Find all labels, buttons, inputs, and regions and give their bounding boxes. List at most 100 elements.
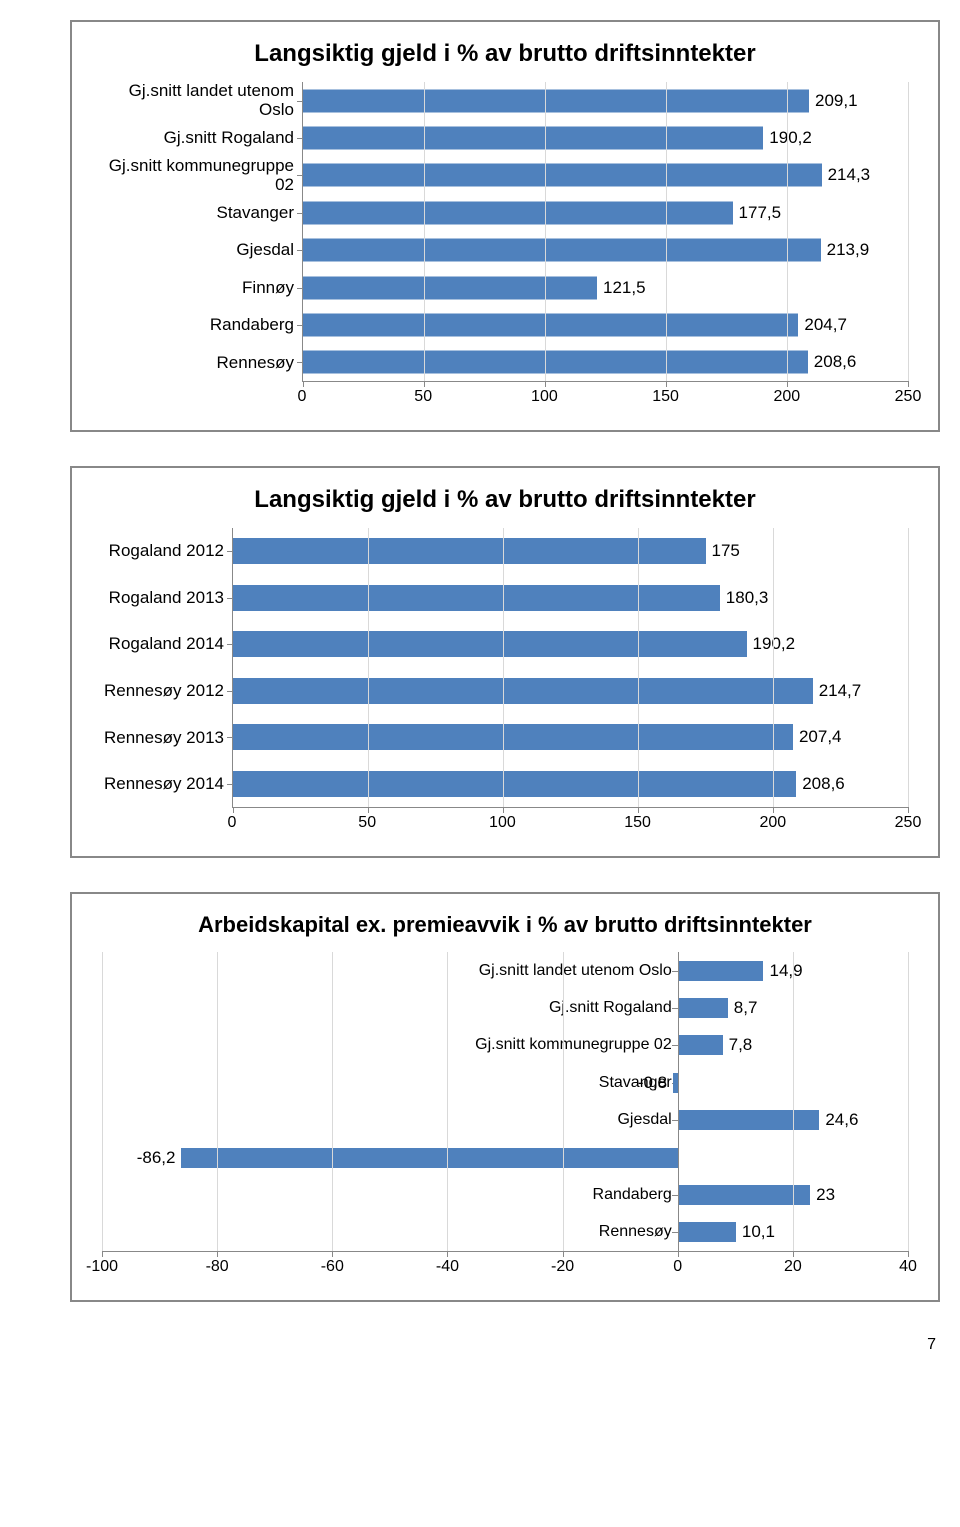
- x-tick-label: 250: [895, 388, 922, 406]
- x-tick-label: -100: [86, 1258, 118, 1276]
- bar-value-label: 190,2: [769, 128, 812, 148]
- bar: [233, 585, 720, 611]
- axis-tick: [297, 213, 303, 214]
- chart-2-plot-row: Rogaland 2012Rogaland 2013Rogaland 2014R…: [102, 528, 908, 808]
- chart-1-plot-area: 209,1190,2214,3177,5213,9121,5204,7208,6: [302, 82, 908, 382]
- gridline: [638, 528, 639, 807]
- axis-tick: [297, 175, 303, 176]
- x-tick-label: 200: [773, 388, 800, 406]
- axis-tick: [227, 551, 233, 552]
- bar: [233, 724, 793, 750]
- bar-slot: 213,9: [303, 232, 908, 269]
- bar: [303, 89, 809, 112]
- bar-slot: 214,7: [233, 668, 908, 715]
- bar-slot: Rennesøy 10,1: [102, 1214, 908, 1251]
- chart-3-box: Arbeidskapital ex. premieavvik i % av br…: [70, 892, 940, 1302]
- axis-tick: [297, 288, 303, 289]
- x-tick-label: -80: [206, 1258, 229, 1276]
- category-label: Rogaland 2014: [102, 621, 224, 668]
- axis-tick: [227, 644, 233, 645]
- gridline: [217, 952, 218, 1251]
- bar-value-label: 207,4: [799, 727, 842, 747]
- gridline: [102, 952, 103, 1251]
- x-tick-label: 100: [531, 388, 558, 406]
- axis-tick: [908, 381, 909, 387]
- bar-value-label: 10,1: [742, 1222, 775, 1242]
- gridline: [908, 952, 909, 1251]
- chart-2-category-labels: Rogaland 2012Rogaland 2013Rogaland 2014R…: [102, 528, 232, 808]
- axis-tick: [227, 784, 233, 785]
- gridline: [447, 952, 448, 1251]
- x-tick-label: 40: [899, 1258, 917, 1276]
- category-label: Stavanger: [102, 195, 294, 233]
- gridline: [563, 952, 564, 1251]
- chart-1-category-labels: Gj.snitt landet utenom OsloGj.snitt Roga…: [102, 82, 302, 382]
- axis-tick: [297, 250, 303, 251]
- category-label: Gj.snitt landet utenom Oslo: [102, 82, 294, 120]
- bar-slot: 190,2: [233, 621, 908, 668]
- bar-value-label: 7,8: [729, 1035, 753, 1055]
- bar: [303, 276, 597, 299]
- x-tick-label: 250: [895, 814, 922, 832]
- bar: [303, 201, 733, 224]
- gridline: [773, 528, 774, 807]
- category-label: Rogaland 2012: [102, 528, 224, 575]
- chart-2-x-axis: 050100150200250: [232, 812, 908, 834]
- chart-2-title: Langsiktig gjeld i % av brutto driftsinn…: [102, 486, 908, 514]
- axis-tick: [297, 101, 303, 102]
- category-label: Finnøy: [102, 270, 294, 308]
- bar-value-label: 175: [712, 541, 740, 561]
- bar-slot: Gj.snitt Rogaland8,7: [102, 989, 908, 1026]
- zero-axis: [678, 952, 679, 1251]
- category-label: Gjesdal: [617, 1111, 671, 1129]
- chart-2-box: Langsiktig gjeld i % av brutto driftsinn…: [70, 466, 940, 858]
- chart-1-plot-row: Gj.snitt landet utenom OsloGj.snitt Roga…: [102, 82, 908, 382]
- x-tick-label: -40: [436, 1258, 459, 1276]
- category-label: Gj.snitt kommunegruppe 02: [102, 157, 294, 195]
- bar-value-label: 24,6: [825, 1110, 858, 1130]
- bar-value-label: 121,5: [603, 278, 646, 298]
- chart-3-plot-row: Gj.snitt landet utenom Oslo14,9Gj.snitt …: [102, 952, 908, 1252]
- x-tick-label: 100: [489, 814, 516, 832]
- gridline: [908, 528, 909, 807]
- x-tick-label: -60: [321, 1258, 344, 1276]
- bar-slot: Randaberg23: [102, 1176, 908, 1213]
- category-label: Gj.snitt kommunegruppe 02: [475, 1036, 672, 1054]
- bar-slot: 209,1: [303, 82, 908, 119]
- bar-value-label: 14,9: [769, 961, 802, 981]
- bar-value-label: 180,3: [726, 588, 769, 608]
- gridline: [787, 82, 788, 381]
- bar-slot: Finnøy-86,2: [102, 1139, 908, 1176]
- bar: [678, 1222, 736, 1242]
- category-label: Gj.snitt Rogaland: [102, 120, 294, 158]
- category-label: Randaberg: [102, 307, 294, 345]
- bar: [678, 1110, 820, 1130]
- bar-slot: Gj.snitt landet utenom Oslo14,9: [102, 952, 908, 989]
- bar-slot: 204,7: [303, 306, 908, 343]
- gridline: [503, 528, 504, 807]
- bar-slot: Gj.snitt kommunegruppe 02 7,8: [102, 1027, 908, 1064]
- axis-tick: [297, 138, 303, 139]
- chart-1-bars: 209,1190,2214,3177,5213,9121,5204,7208,6: [303, 82, 908, 381]
- bar-slot: 175: [233, 528, 908, 575]
- chart-2-bars: 175 180,3 190,2214,7 207,4 208,6: [233, 528, 908, 807]
- x-tick-label: 0: [228, 814, 237, 832]
- bar-slot: 207,4: [233, 714, 908, 761]
- axis-tick: [227, 737, 233, 738]
- bar: [233, 631, 747, 657]
- category-label: Rennesøy: [599, 1223, 672, 1241]
- bar-value-label: 208,6: [802, 774, 845, 794]
- bar: [233, 678, 813, 704]
- axis-tick: [297, 362, 303, 363]
- chart-1-x-axis: 050100150200250: [302, 386, 908, 408]
- bar: [303, 127, 763, 150]
- bar-slot: Gjesdal 24,6: [102, 1102, 908, 1139]
- gridline: [424, 82, 425, 381]
- axis-tick: [908, 807, 909, 813]
- bar-slot: Stavanger-0,8: [102, 1064, 908, 1101]
- x-tick-label: 200: [759, 814, 786, 832]
- bar: [678, 1035, 723, 1055]
- x-tick-label: 150: [624, 814, 651, 832]
- bar-value-label: -0,8: [638, 1073, 667, 1093]
- bar-value-label: 8,7: [734, 998, 758, 1018]
